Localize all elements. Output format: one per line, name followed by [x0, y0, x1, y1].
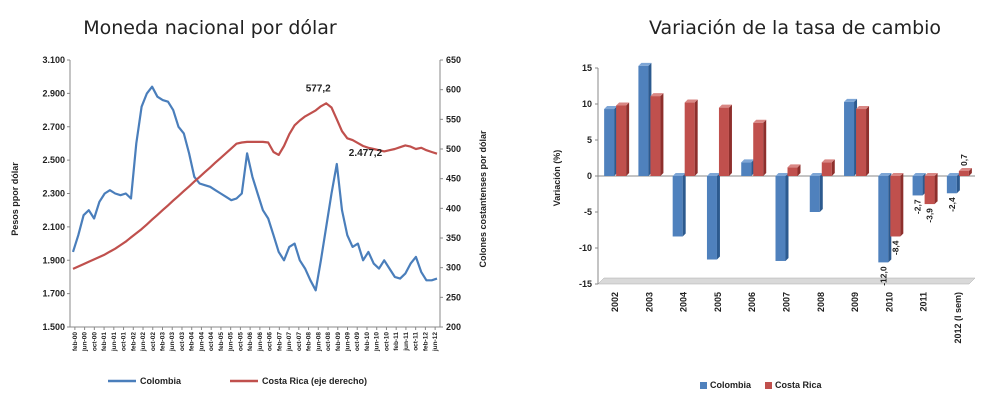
line-legend-label: Colombia	[140, 376, 182, 386]
line-chart-y2-tick-label: 600	[446, 85, 461, 95]
line-chart-x-tick-label: jun-06	[257, 332, 264, 353]
line-chart-title: Moneda nacional por dólar	[83, 17, 337, 39]
line-chart-x-tick-label: oct-08	[325, 332, 332, 352]
line-chart-y-tick-label: 2.100	[42, 222, 65, 232]
line-chart-x-tick-label: oct-03	[179, 332, 186, 352]
line-chart-y-tick-label: 3.100	[42, 55, 65, 65]
line-chart-x-tick-label: feb-06	[247, 332, 254, 352]
line-chart-y-axis-label: Pesos ppor dólar	[10, 162, 20, 236]
line-chart-x-tick-label: oct-10	[383, 332, 390, 352]
line-chart-x-tick-label: feb-09	[335, 332, 342, 352]
line-chart-y2-tick-label: 400	[446, 203, 461, 213]
line-chart-x-tick-label: oct-00	[91, 332, 98, 352]
line-chart-x-tick-label: feb-10	[364, 332, 371, 352]
line-series-colombia	[71, 85, 438, 292]
line-chart-x-tick-label: jun-01	[111, 332, 118, 353]
line-chart-x-tick-label: feb-01	[101, 332, 108, 352]
line-legend-label: Costa Rica (eje derecho)	[262, 376, 367, 386]
line-chart-x-tick-label: jun-00	[82, 332, 89, 353]
line-chart-x-tick-label: jun-11	[403, 332, 410, 352]
line-chart-x-tick-label: feb-07	[276, 332, 283, 352]
line-chart-x-tick-label: feb-11	[393, 332, 400, 351]
line-chart-x-tick-label: jun-03	[169, 332, 176, 353]
line-chart-y-tick-label: 1.900	[42, 255, 65, 265]
line-chart-x-tick-label: oct-09	[354, 332, 361, 352]
line-chart-y2-tick-label: 500	[446, 144, 461, 154]
line-chart-x-tick-label: feb-12	[422, 332, 429, 352]
line-chart-y2-tick-label: 300	[446, 263, 461, 273]
line-chart-x-tick-label: feb-03	[160, 332, 167, 352]
line-chart-x-tick-label: feb-02	[130, 332, 137, 352]
line-chart-x-tick-label: jun-07	[286, 332, 293, 353]
line-chart-x-tick-label: jun-10	[374, 332, 381, 353]
line-chart-x-tick-label: oct-06	[267, 332, 274, 352]
line-chart-y2-tick-label: 250	[446, 292, 461, 302]
line-chart-x-tick-label: jun-02	[140, 332, 147, 353]
line-chart-x-tick-label: jun-12	[432, 332, 439, 353]
line-chart-annotation: 577,2	[306, 83, 331, 94]
line-chart-y-tick-label: 2.700	[42, 122, 65, 132]
line-chart-x-tick-label: oct-11	[413, 332, 420, 351]
line-chart-x-tick-label: jun-08	[315, 332, 322, 353]
line-chart-x-tick-label: feb-04	[189, 332, 196, 352]
line-chart-x-tick-label: oct-07	[296, 332, 303, 352]
line-chart-x-tick-label: jun-09	[345, 332, 352, 353]
line-chart-y2-axis-label: Colones costantenses por dólar	[478, 130, 488, 268]
line-chart-x-tick-label: feb-08	[306, 332, 313, 352]
line-chart-x-tick-label: oct-01	[121, 332, 128, 352]
line-chart-x-tick-label: oct-05	[237, 332, 244, 352]
line-chart-annotation: 2.477,2	[349, 148, 383, 159]
line-chart-x-tick-label: oct-02	[150, 332, 157, 352]
line-chart-x-tick-label: feb-05	[218, 332, 225, 352]
line-chart-y-tick-label: 1.500	[42, 322, 65, 332]
line-chart-x-tick-label: feb-00	[72, 332, 79, 352]
line-chart-y-tick-label: 1.700	[42, 289, 65, 299]
line-chart-x-tick-label: oct-04	[208, 332, 215, 352]
line-chart-y2-tick-label: 200	[446, 322, 461, 332]
line-chart-y2-tick-label: 450	[446, 174, 461, 184]
line-chart-y-tick-label: 2.300	[42, 189, 65, 199]
line-chart-x-tick-label: jun-05	[228, 332, 235, 353]
line-chart-y-tick-label: 2.900	[42, 88, 65, 98]
line-chart-y2-tick-label: 650	[446, 55, 461, 65]
line-chart-y-tick-label: 2.500	[42, 155, 65, 165]
line-series-costa-rica	[72, 102, 438, 270]
line-chart-y2-tick-label: 350	[446, 233, 461, 243]
line-chart-x-tick-label: jun-04	[198, 332, 205, 353]
line-chart-y2-tick-label: 550	[446, 114, 461, 124]
